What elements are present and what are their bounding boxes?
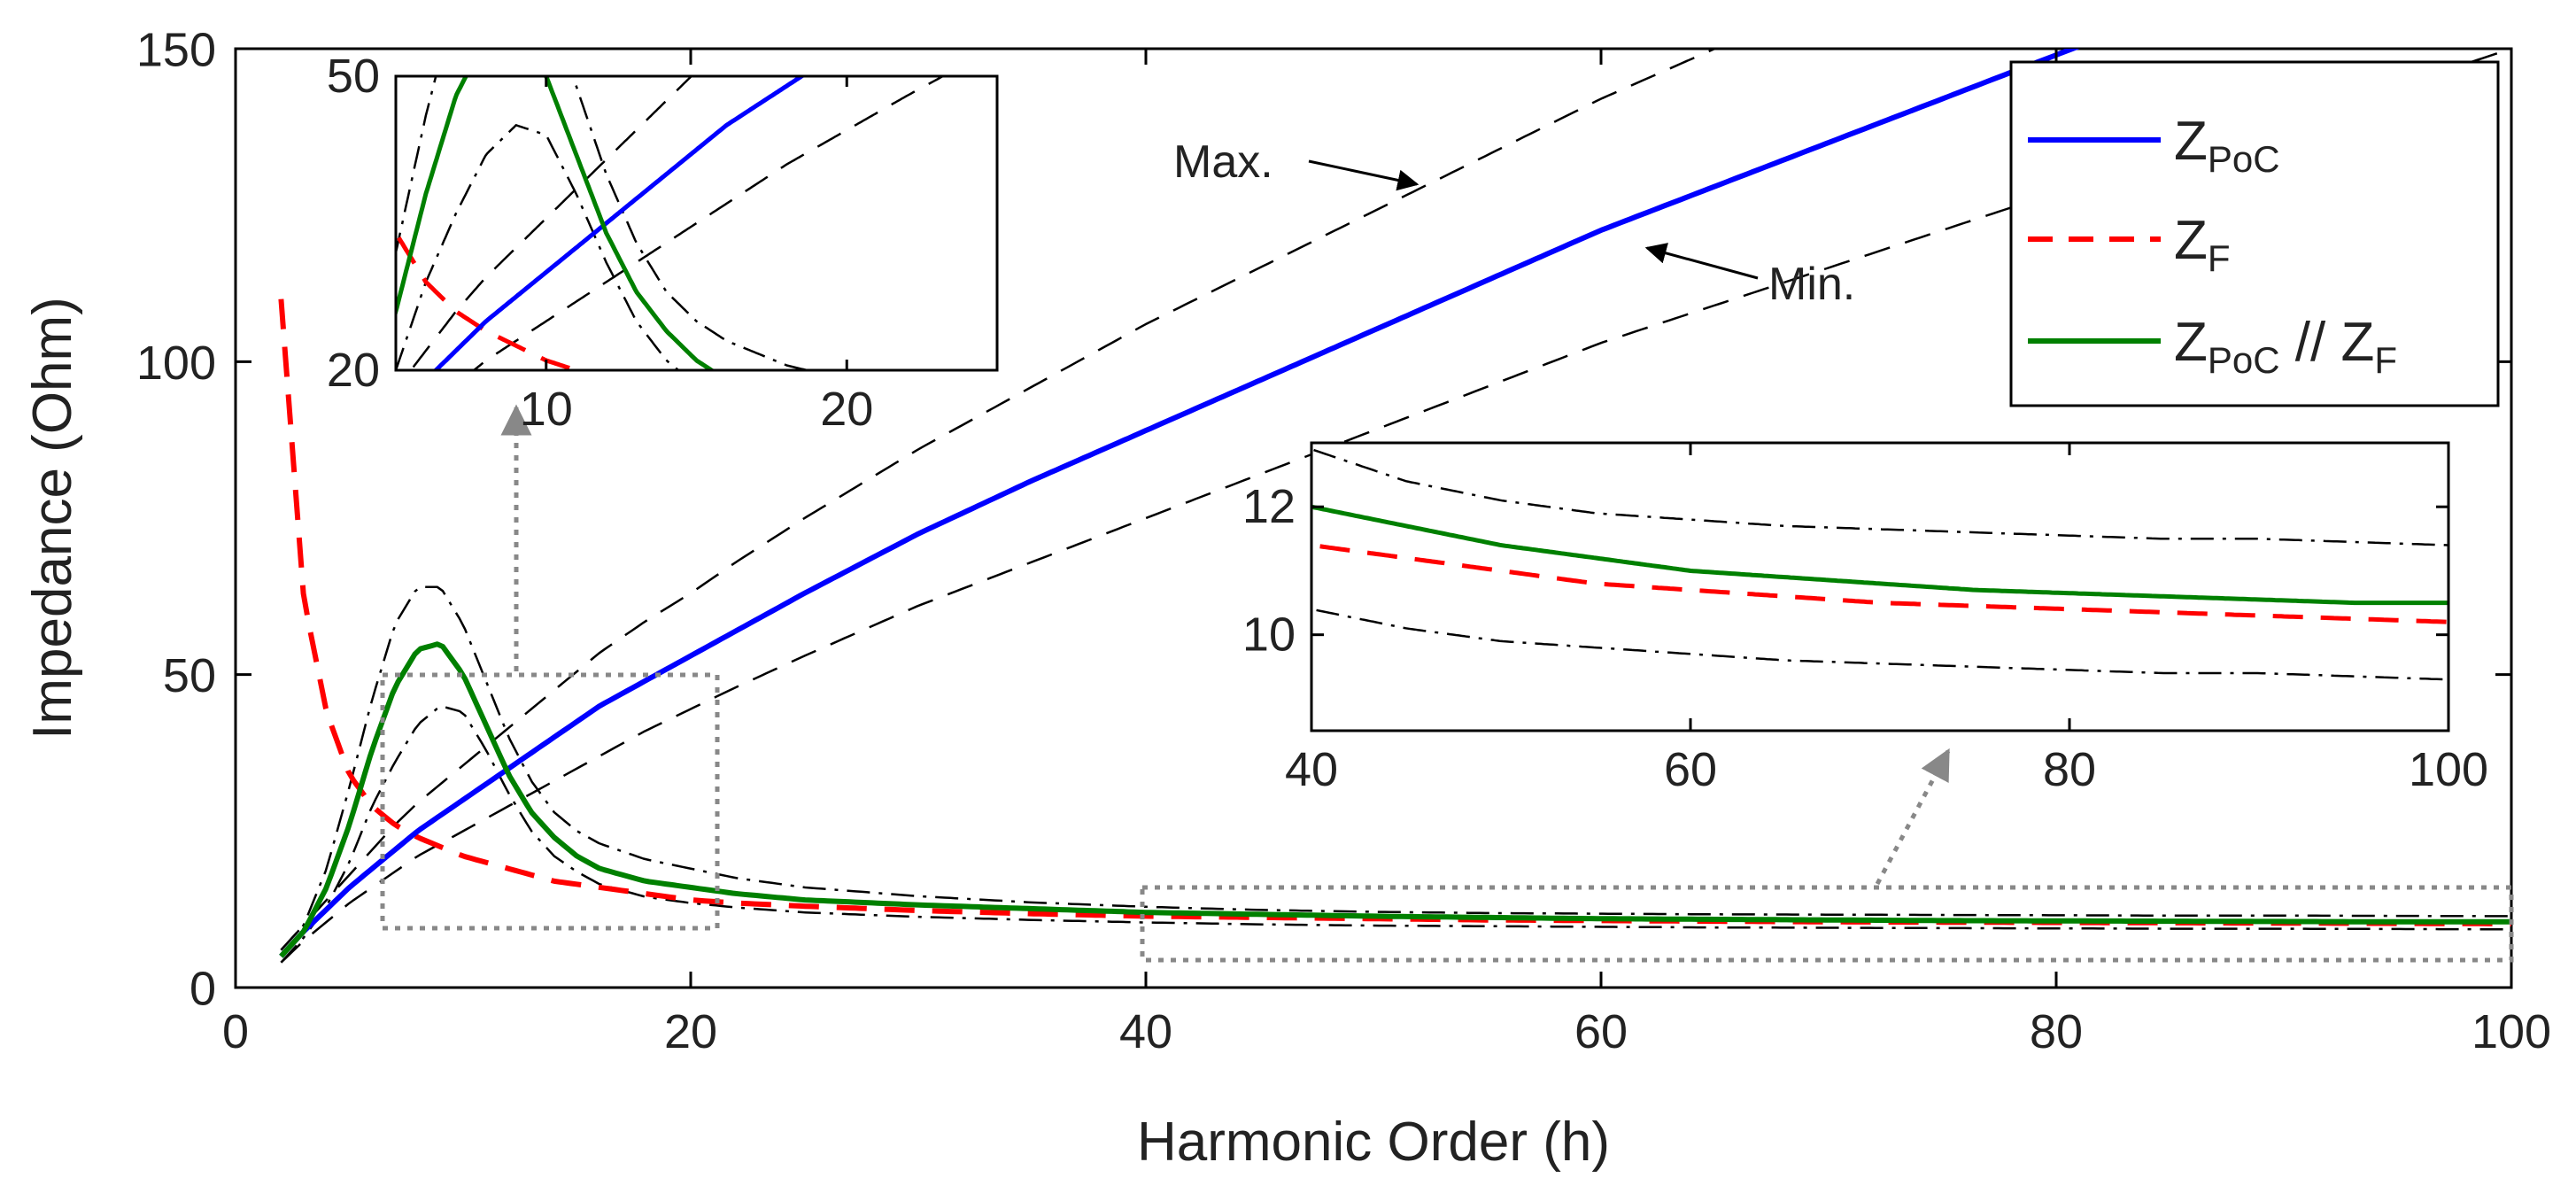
series-inset-1-z-poc-z-f [396,76,716,370]
inset-2-series-group [1311,447,2448,681]
series-inset-2-z-poc-z-f-upper-bound [1311,447,2448,546]
zoom-arrow-2 [1875,748,1951,886]
inset-2: 40 60 80 100 10 12 [1242,441,2488,796]
min-arrow [1644,243,1759,280]
inset-2-ytick-label: 10 [1242,608,1296,662]
inset-1: 10 20 20 50 [327,50,999,436]
main-ytick-label: 0 [190,962,216,1015]
series-inset-1-z-poc-z-f-lower-bound [396,124,681,370]
series-inset-1-z-poc-z-f-upper-bound [396,76,812,370]
inset-1-xtick-label: 20 [820,383,873,436]
inset-2-frame [1310,441,2450,732]
inset-2-xtick-label: 40 [1285,743,1338,796]
series-main-z-poc-z-f-lower-bound [280,705,2511,964]
inset-2-xtick-label: 100 [2409,743,2488,796]
main-xtick-label: 100 [2472,1005,2551,1058]
y-axis-title: Impedance (Ohm) [22,297,83,740]
inset-1-ytick-label: 50 [327,50,380,103]
inset-2-xtick-label: 80 [2043,743,2096,796]
main-ytick-label: 150 [136,23,216,76]
main-xtick-label: 80 [2030,1005,2083,1058]
inset-1-series-group [396,76,946,370]
inset-1-ytick-label: 20 [327,344,380,397]
main-xtick-label: 40 [1119,1005,1172,1058]
main-xtick-label: 60 [1574,1005,1628,1058]
series-main-min [280,49,2511,964]
series-main-z-poc-z-f [279,641,2511,958]
series-main-z-poc-z-f-upper-bound [280,585,2511,951]
min-label: Min. [1768,259,1855,310]
max-label: Max. [1173,136,1273,188]
x-axis-title: Harmonic Order (h) [1137,1112,1610,1173]
main-xtick-label: 20 [664,1005,717,1058]
max-arrow [1308,159,1420,191]
inset-1-xtick-label: 10 [520,383,573,436]
zoom-region-1 [380,672,720,931]
main-ytick-label: 50 [163,649,216,702]
series-inset-2-z-poc-z-f-lower-bound [1311,608,2448,681]
main-ytick-label: 100 [136,337,216,390]
series-inset-1-min [472,76,946,370]
series-inset-1-z-poc [432,76,806,370]
series-inset-2-z-f [1311,542,2448,624]
inset-2-xtick-label: 60 [1664,743,1717,796]
inset-2-ytick-label: 12 [1242,480,1296,533]
inset-1-frame [394,74,999,372]
legend-box [2009,60,2500,407]
series-inset-2-z-poc-z-f [1311,504,2448,606]
legend: ZPoC ZF ZPoC // ZF [2009,60,2500,407]
legend-label-parallel: ZPoC // ZF [2174,312,2397,381]
series-main-z-poc [279,49,2080,958]
legend-label-zf: ZF [2174,210,2231,279]
main-xtick-label: 0 [222,1005,249,1058]
main-series-group [278,49,2511,964]
zoom-region-2 [1140,885,2514,963]
legend-label-zpoc: ZPoC [2174,111,2280,180]
